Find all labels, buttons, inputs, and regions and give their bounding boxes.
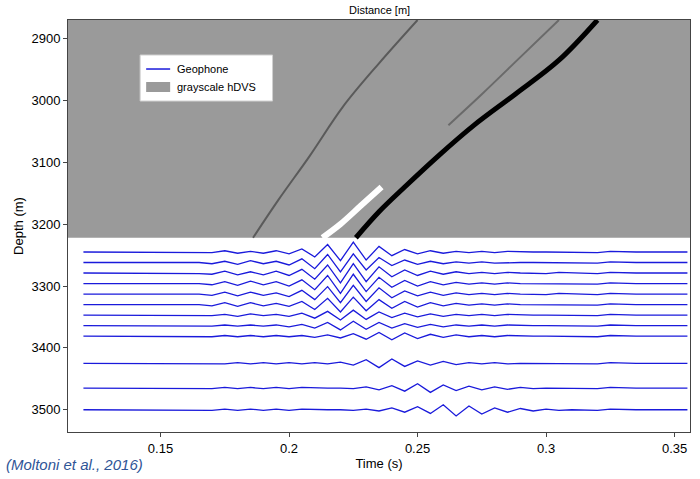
svg-text:0.35: 0.35 [662,441,687,456]
svg-text:Depth (m): Depth (m) [11,197,26,255]
svg-text:3500: 3500 [31,402,60,417]
svg-text:grayscale hDVS: grayscale hDVS [177,81,256,93]
svg-text:0.3: 0.3 [537,441,555,456]
svg-text:Geophone: Geophone [177,63,228,75]
svg-text:3100: 3100 [31,155,60,170]
svg-text:2900: 2900 [31,31,60,46]
svg-text:0.2: 0.2 [280,441,298,456]
svg-text:3000: 3000 [31,93,60,108]
svg-text:3200: 3200 [31,217,60,232]
svg-text:Distance [m]: Distance [m] [349,4,410,16]
svg-text:0.25: 0.25 [405,441,430,456]
svg-text:(Moltoni et al., 2016): (Moltoni et al., 2016) [6,456,143,473]
svg-text:Time (s): Time (s) [355,456,402,471]
svg-text:0.15: 0.15 [148,441,173,456]
svg-text:3400: 3400 [31,340,60,355]
svg-text:3300: 3300 [31,279,60,294]
